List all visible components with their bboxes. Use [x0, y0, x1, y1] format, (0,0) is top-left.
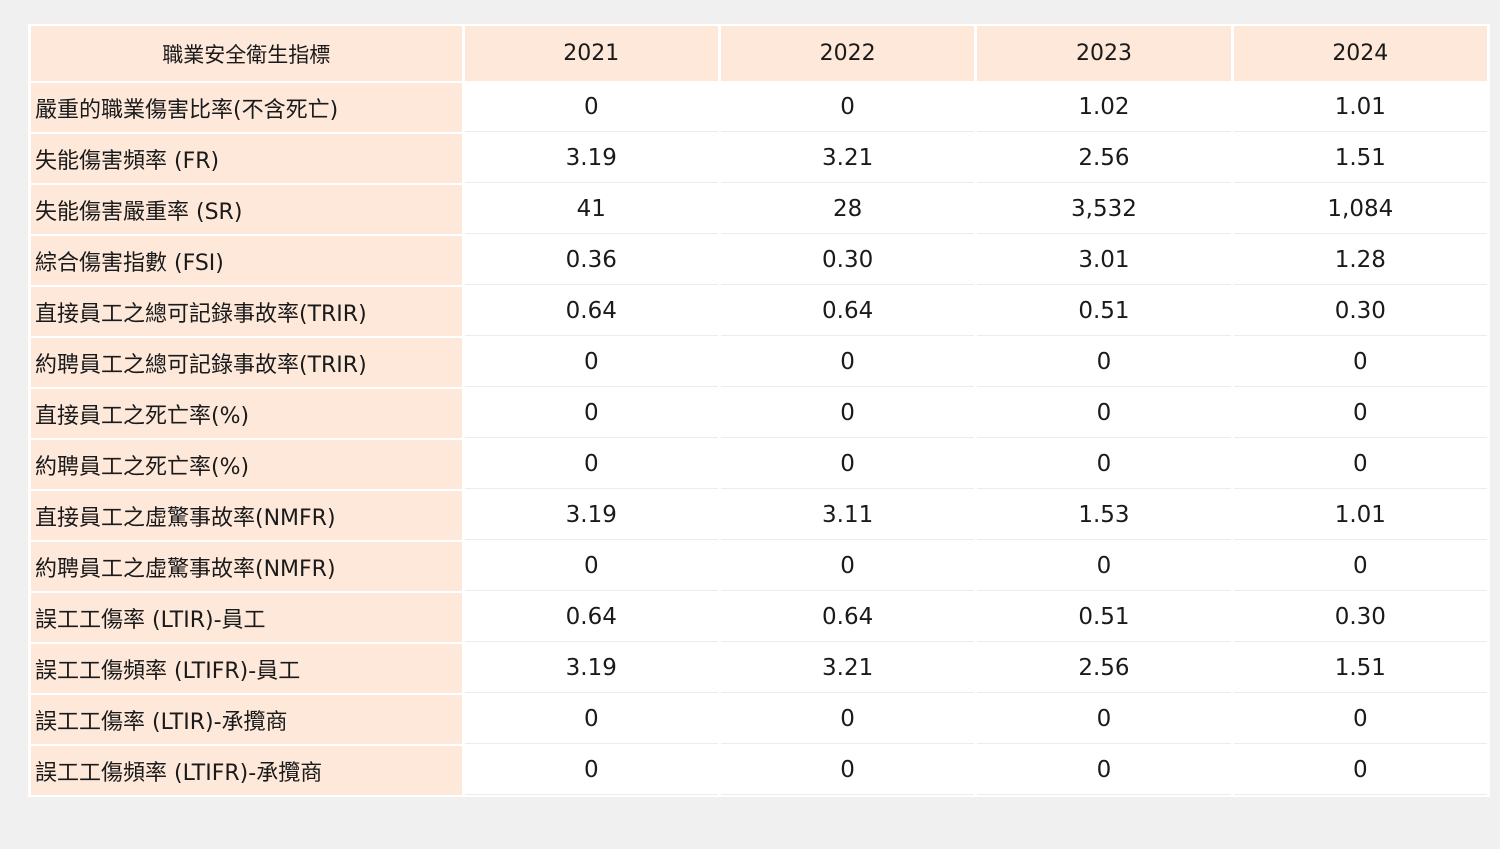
value-cell-2023: 0 — [977, 338, 1231, 387]
value-cell-2021: 41 — [464, 185, 718, 234]
value-cell-2023: 0 — [977, 746, 1231, 795]
value-cell-2021: 0.64 — [464, 593, 718, 642]
row-indicator-label: 綜合傷害指數 (FSI) — [31, 236, 462, 285]
table-row: 約聘員工之總可記錄事故率(TRIR) 0 0 0 0 — [31, 338, 1487, 387]
value-cell-2021: 3.19 — [464, 134, 718, 183]
value-cell-2021: 3.19 — [464, 491, 718, 540]
value-cell-2024: 1,084 — [1233, 185, 1487, 234]
value-cell-2022: 0 — [720, 83, 975, 132]
value-cell-2023: 0 — [977, 389, 1231, 438]
ohs-indicator-table-card: 職業安全衛生指標 2021 2022 2023 2024 嚴重的職業傷害比率(不… — [28, 24, 1490, 797]
table-row: 直接員工之總可記錄事故率(TRIR) 0.64 0.64 0.51 0.30 — [31, 287, 1487, 336]
row-indicator-label: 誤工工傷頻率 (LTIFR)-承攬商 — [31, 746, 462, 795]
value-cell-2024: 0.30 — [1233, 287, 1487, 336]
value-cell-2022: 0.64 — [720, 593, 975, 642]
value-cell-2023: 0.51 — [977, 287, 1231, 336]
table-row: 直接員工之虛驚事故率(NMFR) 3.19 3.11 1.53 1.01 — [31, 491, 1487, 540]
value-cell-2021: 3.19 — [464, 644, 718, 693]
value-cell-2021: 0.64 — [464, 287, 718, 336]
row-indicator-label: 約聘員工之總可記錄事故率(TRIR) — [31, 338, 462, 387]
row-indicator-label: 直接員工之虛驚事故率(NMFR) — [31, 491, 462, 540]
value-cell-2024: 0 — [1233, 542, 1487, 591]
value-cell-2024: 1.28 — [1233, 236, 1487, 285]
value-cell-2023: 0 — [977, 542, 1231, 591]
value-cell-2021: 0.36 — [464, 236, 718, 285]
table-row: 直接員工之死亡率(%) 0 0 0 0 — [31, 389, 1487, 438]
value-cell-2021: 0 — [464, 695, 718, 744]
table-row: 失能傷害嚴重率 (SR) 41 28 3,532 1,084 — [31, 185, 1487, 234]
row-indicator-label: 約聘員工之虛驚事故率(NMFR) — [31, 542, 462, 591]
value-cell-2023: 2.56 — [977, 644, 1231, 693]
value-cell-2022: 28 — [720, 185, 975, 234]
value-cell-2022: 3.11 — [720, 491, 975, 540]
value-cell-2024: 0 — [1233, 338, 1487, 387]
value-cell-2024: 0 — [1233, 389, 1487, 438]
table-row: 誤工工傷頻率 (LTIFR)-承攬商 0 0 0 0 — [31, 746, 1487, 795]
table-row: 誤工工傷頻率 (LTIFR)-員工 3.19 3.21 2.56 1.51 — [31, 644, 1487, 693]
value-cell-2023: 1.02 — [977, 83, 1231, 132]
row-indicator-label: 誤工工傷率 (LTIR)-承攬商 — [31, 695, 462, 744]
value-cell-2021: 0 — [464, 83, 718, 132]
value-cell-2022: 0 — [720, 746, 975, 795]
value-cell-2022: 0 — [720, 440, 975, 489]
value-cell-2022: 0.64 — [720, 287, 975, 336]
header-year-2024: 2024 — [1233, 26, 1487, 81]
table-row: 嚴重的職業傷害比率(不含死亡) 0 0 1.02 1.01 — [31, 83, 1487, 132]
value-cell-2024: 1.01 — [1233, 83, 1487, 132]
table-row: 誤工工傷率 (LTIR)-承攬商 0 0 0 0 — [31, 695, 1487, 744]
value-cell-2024: 0 — [1233, 440, 1487, 489]
value-cell-2023: 1.53 — [977, 491, 1231, 540]
value-cell-2023: 2.56 — [977, 134, 1231, 183]
row-indicator-label: 誤工工傷頻率 (LTIFR)-員工 — [31, 644, 462, 693]
value-cell-2023: 0 — [977, 440, 1231, 489]
header-year-2022: 2022 — [720, 26, 975, 81]
value-cell-2024: 0 — [1233, 695, 1487, 744]
row-indicator-label: 誤工工傷率 (LTIR)-員工 — [31, 593, 462, 642]
value-cell-2023: 3.01 — [977, 236, 1231, 285]
value-cell-2022: 0 — [720, 389, 975, 438]
table-row: 約聘員工之死亡率(%) 0 0 0 0 — [31, 440, 1487, 489]
value-cell-2024: 1.51 — [1233, 644, 1487, 693]
value-cell-2022: 3.21 — [720, 134, 975, 183]
value-cell-2022: 0 — [720, 695, 975, 744]
table-row: 失能傷害頻率 (FR) 3.19 3.21 2.56 1.51 — [31, 134, 1487, 183]
table-row: 綜合傷害指數 (FSI) 0.36 0.30 3.01 1.28 — [31, 236, 1487, 285]
value-cell-2021: 0 — [464, 338, 718, 387]
value-cell-2021: 0 — [464, 542, 718, 591]
value-cell-2021: 0 — [464, 389, 718, 438]
value-cell-2024: 1.51 — [1233, 134, 1487, 183]
header-row: 職業安全衛生指標 2021 2022 2023 2024 — [31, 26, 1487, 81]
row-indicator-label: 直接員工之總可記錄事故率(TRIR) — [31, 287, 462, 336]
row-indicator-label: 嚴重的職業傷害比率(不含死亡) — [31, 83, 462, 132]
value-cell-2022: 0.30 — [720, 236, 975, 285]
row-indicator-label: 約聘員工之死亡率(%) — [31, 440, 462, 489]
header-year-2023: 2023 — [977, 26, 1231, 81]
ohs-indicator-table: 職業安全衛生指標 2021 2022 2023 2024 嚴重的職業傷害比率(不… — [28, 24, 1490, 797]
value-cell-2022: 3.21 — [720, 644, 975, 693]
table-header: 職業安全衛生指標 2021 2022 2023 2024 — [31, 26, 1487, 81]
value-cell-2023: 0 — [977, 695, 1231, 744]
value-cell-2024: 0.30 — [1233, 593, 1487, 642]
header-indicator-label: 職業安全衛生指標 — [31, 26, 462, 81]
value-cell-2024: 0 — [1233, 746, 1487, 795]
table-row: 約聘員工之虛驚事故率(NMFR) 0 0 0 0 — [31, 542, 1487, 591]
value-cell-2021: 0 — [464, 746, 718, 795]
row-indicator-label: 直接員工之死亡率(%) — [31, 389, 462, 438]
value-cell-2023: 0.51 — [977, 593, 1231, 642]
table-body: 嚴重的職業傷害比率(不含死亡) 0 0 1.02 1.01 失能傷害頻率 (FR) 3.19… — [31, 83, 1487, 795]
value-cell-2022: 0 — [720, 338, 975, 387]
table-row: 誤工工傷率 (LTIR)-員工 0.64 0.64 0.51 0.30 — [31, 593, 1487, 642]
value-cell-2024: 1.01 — [1233, 491, 1487, 540]
header-year-2021: 2021 — [464, 26, 718, 81]
value-cell-2023: 3,532 — [977, 185, 1231, 234]
value-cell-2022: 0 — [720, 542, 975, 591]
row-indicator-label: 失能傷害頻率 (FR) — [31, 134, 462, 183]
row-indicator-label: 失能傷害嚴重率 (SR) — [31, 185, 462, 234]
value-cell-2021: 0 — [464, 440, 718, 489]
